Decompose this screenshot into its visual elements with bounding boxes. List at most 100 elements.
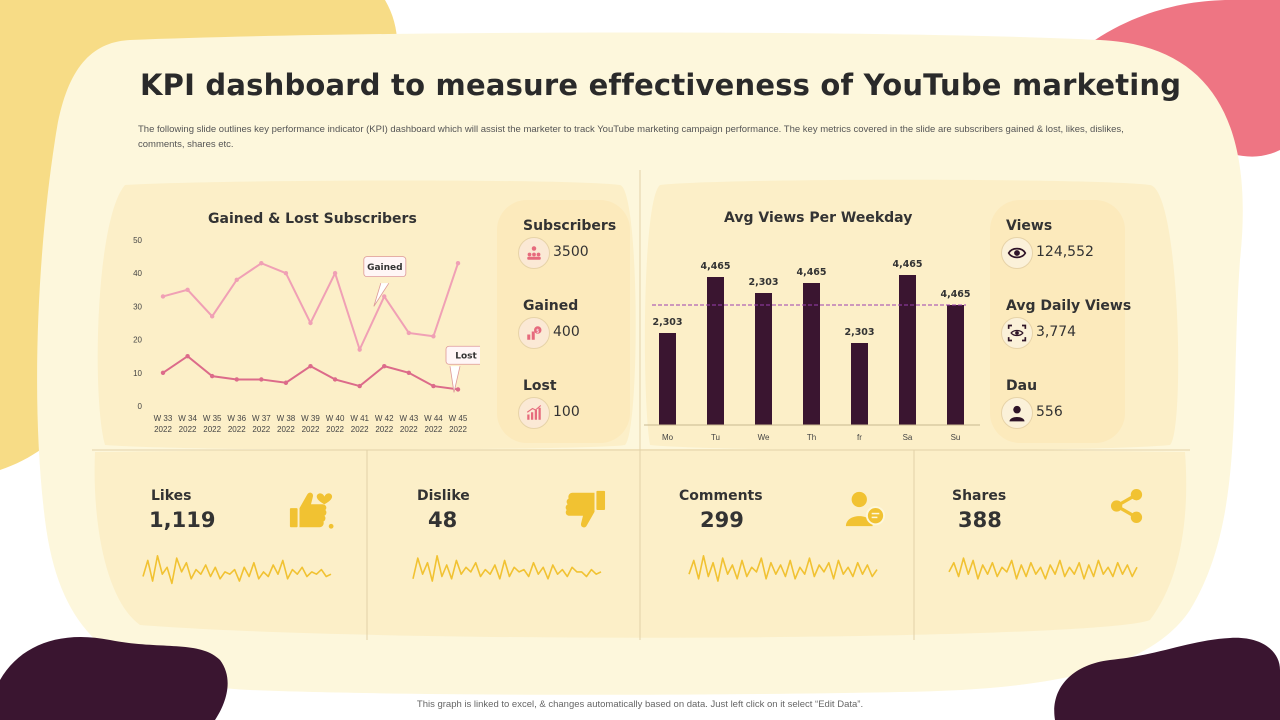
data-point[interactable] [382, 294, 387, 299]
data-point[interactable] [185, 354, 190, 359]
data-point[interactable] [332, 271, 338, 276]
x-tick-label: W 39 2022 [301, 414, 320, 434]
data-point[interactable] [308, 320, 313, 326]
subscribers-line-chart[interactable]: 0 10 20 30 40 50 W 33 2022 W 34 2022 W 35 2022 W 36 2… [120, 230, 480, 440]
data-point[interactable] [455, 387, 461, 392]
views-metric-value-1: 3,774 [1036, 324, 1077, 340]
callout-gained: Gained [363, 256, 407, 307]
bar-value-label: 4,465 [700, 261, 730, 272]
x-tick-label: Mo [662, 433, 674, 442]
bar-chart-icon [518, 397, 550, 429]
bar-value-label: 2,303 [748, 277, 778, 288]
comment-user-icon [844, 488, 886, 534]
kpi-likes-value: 1,119 [149, 508, 216, 532]
x-tick-label: Tu [711, 433, 720, 442]
x-tick-label: W 42 2022 [375, 414, 394, 434]
bar-we[interactable] [755, 293, 772, 425]
x-tick-label: W 36 2022 [227, 414, 246, 434]
svg-text:$: $ [536, 328, 539, 334]
data-point[interactable] [160, 294, 166, 299]
views-metric-value-2: 556 [1036, 404, 1063, 420]
data-point[interactable] [234, 377, 239, 382]
x-tick-label: W 33 2022 [154, 414, 173, 434]
x-tick-label: W 44 2022 [424, 414, 443, 434]
x-tick-label: fr [857, 433, 862, 442]
y-tick-label: 50 [133, 236, 142, 245]
data-point[interactable] [160, 370, 166, 375]
y-tick-label: 30 [133, 302, 142, 311]
subscriber-metric-value-0: 3500 [553, 244, 589, 260]
data-point[interactable] [283, 380, 289, 385]
page-subtitle: The following slide outlines key perform… [138, 124, 1124, 150]
views-metric-value-0: 124,552 [1036, 244, 1094, 260]
kpi-likes-sparkline [142, 554, 332, 585]
data-point[interactable] [185, 287, 190, 292]
kpi-comments-label: Comments [679, 488, 763, 504]
page-title: KPI dashboard to measure effectiveness o… [140, 68, 1182, 102]
plum-blob-left [0, 636, 228, 720]
y-tick-label: 20 [133, 336, 142, 345]
callout-gained-label: Gained [367, 263, 403, 273]
data-point[interactable] [234, 277, 239, 283]
callout-lost: Lost [445, 345, 480, 393]
data-point[interactable] [259, 377, 264, 382]
bar-su[interactable] [947, 305, 964, 425]
data-point[interactable] [431, 383, 436, 389]
subscriber-metric-value-1: 400 [553, 324, 580, 340]
data-point[interactable] [308, 363, 313, 369]
bar-th[interactable] [803, 283, 820, 425]
data-point[interactable] [357, 347, 362, 352]
kpi-shares-value: 388 [958, 508, 1002, 532]
kpi-shares-label: Shares [952, 488, 1007, 504]
bar-value-label: 4,465 [940, 289, 970, 300]
plum-blob-right [1054, 637, 1280, 720]
share-icon [1110, 488, 1144, 528]
bar-tu[interactable] [707, 277, 724, 425]
kpi-likes-label: Likes [151, 488, 192, 504]
bar-value-label: 2,303 [652, 317, 682, 328]
subscribers-chart-title: Gained & Lost Subscribers [208, 211, 417, 227]
data-point[interactable] [357, 383, 362, 389]
callout-lost-label: Lost [455, 352, 477, 362]
data-point[interactable] [283, 271, 289, 276]
subscriber-metric-value-2: 100 [553, 404, 580, 420]
data-point[interactable] [209, 373, 215, 379]
growth-icon: $ [518, 317, 550, 349]
data-point[interactable] [382, 363, 387, 369]
bar-sa[interactable] [899, 275, 916, 425]
users-icon [518, 237, 550, 269]
eye-scan-icon [1001, 317, 1033, 349]
eye-icon [1001, 237, 1033, 269]
bar-mo[interactable] [659, 333, 676, 425]
data-point[interactable] [209, 314, 215, 319]
person-icon [1001, 397, 1033, 429]
y-tick-label: 0 [138, 402, 143, 411]
views-bar-chart[interactable]: 2,303 Mo 4,465 Tu 2,303 We 4,465 Th 2,303 fr 4,465… [640, 255, 985, 445]
data-point[interactable] [455, 261, 461, 266]
kpi-dislike-sparkline [412, 554, 602, 582]
bar-fr[interactable] [851, 343, 868, 425]
data-point[interactable] [431, 334, 436, 339]
series-line-gained [162, 262, 459, 353]
kpi-comments-sparkline [688, 554, 878, 582]
x-tick-label: Th [807, 433, 816, 442]
kpi-dislike-value: 48 [428, 508, 458, 532]
data-point[interactable] [332, 377, 338, 382]
views-metric-label-0: Views [1006, 218, 1053, 234]
data-point[interactable] [259, 261, 264, 266]
x-tick-label: We [758, 433, 770, 442]
x-tick-label: W 35 2022 [203, 414, 222, 434]
thumbs-down-icon [560, 488, 606, 536]
views-chart-title: Avg Views Per Weekday [724, 210, 913, 226]
kpi-dislike-label: Dislike [417, 488, 470, 504]
y-tick-label: 40 [133, 269, 142, 278]
x-tick-label: W 41 2022 [350, 414, 369, 434]
x-tick-label: Su [951, 433, 961, 442]
kpi-comments-value: 299 [700, 508, 744, 532]
y-tick-label: 10 [133, 369, 142, 378]
data-point[interactable] [406, 330, 412, 336]
x-tick-label: Sa [903, 433, 913, 442]
x-tick-label: W 45 2022 [449, 414, 468, 434]
data-point[interactable] [406, 370, 412, 375]
